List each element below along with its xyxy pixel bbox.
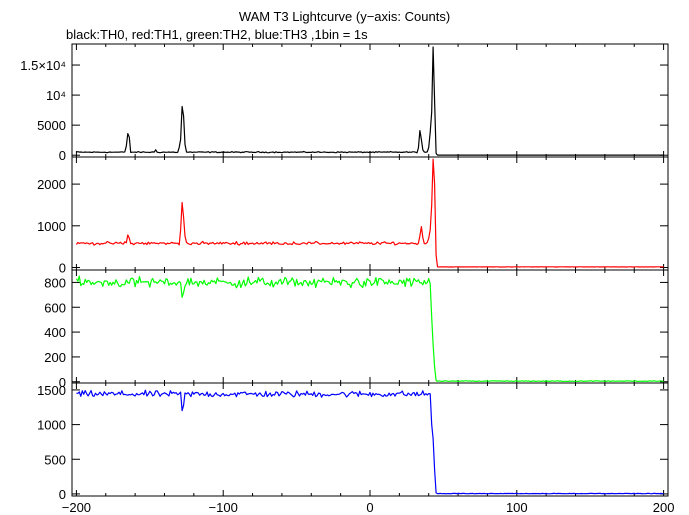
y-tick-label-th3: 0 xyxy=(59,487,66,502)
y-tick-label-th2: 800 xyxy=(44,275,66,290)
x-tick-label: −200 xyxy=(62,500,91,515)
y-tick-label-th2: 400 xyxy=(44,325,66,340)
y-tick-label-th1: 2000 xyxy=(37,177,66,192)
x-tick-label: 200 xyxy=(653,500,675,515)
chart-subtitle: black:TH0, red:TH1, green:TH2, blue:TH3 … xyxy=(66,27,368,42)
x-tick-label: 0 xyxy=(366,500,373,515)
y-tick-label-th2: 600 xyxy=(44,300,66,315)
y-tick-label-th1: 0 xyxy=(59,260,66,275)
y-tick-label-th3: 1500 xyxy=(37,383,66,398)
series-line-th3 xyxy=(76,389,664,495)
chart-title: WAM T3 Lightcurve (y−axis: Counts) xyxy=(238,9,451,24)
x-tick-label: −100 xyxy=(209,500,238,515)
series-line-th2 xyxy=(75,275,664,383)
y-tick-label-th0: 5000 xyxy=(37,118,66,133)
series-line-th0 xyxy=(76,46,664,156)
y-tick-label-th2: 200 xyxy=(44,350,66,365)
panel-frame-th1 xyxy=(71,156,669,271)
y-tick-label-th3: 1000 xyxy=(37,418,66,433)
panel-frame-th2 xyxy=(71,269,669,384)
series-line-th1 xyxy=(75,158,664,268)
panel-frame-th3 xyxy=(71,382,669,497)
y-tick-label-th0: 0 xyxy=(59,148,66,163)
y-tick-label-th2: 0 xyxy=(59,375,66,390)
y-tick-label-th0: 10⁴ xyxy=(46,88,66,103)
y-tick-label-th0: 1.5×10⁴ xyxy=(20,58,66,73)
y-tick-label-th3: 500 xyxy=(44,452,66,467)
panel-frame-th0 xyxy=(71,43,669,158)
y-tick-label-th1: 1000 xyxy=(37,219,66,234)
x-tick-label: 100 xyxy=(506,500,528,515)
